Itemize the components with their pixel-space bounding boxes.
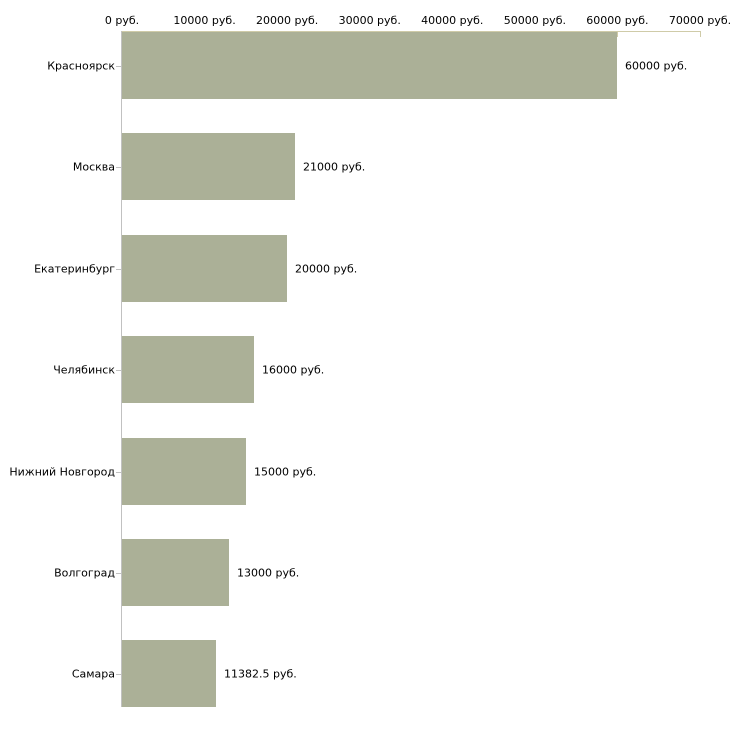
category-label: Красноярск — [47, 59, 115, 72]
x-axis-tick-mark — [700, 31, 701, 37]
x-axis-tick-label: 10000 руб. — [173, 14, 236, 27]
value-label: 16000 руб. — [262, 363, 325, 376]
category-label: Москва — [72, 160, 115, 173]
bar-Самара — [122, 640, 216, 707]
value-label: 20000 руб. — [295, 262, 358, 275]
category-label: Екатеринбург — [34, 262, 115, 275]
x-axis-tick-label: 50000 руб. — [503, 14, 566, 27]
x-axis-tick-label: 20000 руб. — [256, 14, 319, 27]
x-axis-tick-label: 30000 руб. — [338, 14, 401, 27]
bar-Нижний Новгород — [122, 438, 246, 505]
bar-Екатеринбург — [122, 235, 287, 302]
x-axis-tick-label: 0 руб. — [104, 14, 140, 27]
value-label: 11382.5 руб. — [224, 667, 297, 680]
value-label: 60000 руб. — [625, 59, 688, 72]
bar-Волгоград — [122, 539, 229, 606]
category-label: Челябинск — [53, 363, 115, 376]
bar-Красноярск — [122, 32, 617, 99]
category-tick-mark — [116, 269, 121, 270]
category-label: Волгоград — [54, 566, 115, 579]
value-label: 15000 руб. — [254, 465, 317, 478]
category-tick-mark — [116, 66, 121, 67]
value-label: 21000 руб. — [303, 160, 366, 173]
x-axis-tick-mark — [617, 31, 618, 37]
category-label: Нижний Новгород — [9, 465, 115, 478]
bar-Москва — [122, 133, 295, 200]
value-label: 13000 руб. — [237, 566, 300, 579]
category-tick-mark — [116, 573, 121, 574]
bar-Челябинск — [122, 336, 254, 403]
category-tick-mark — [116, 370, 121, 371]
x-axis-tick-label: 60000 руб. — [586, 14, 649, 27]
x-axis-tick-label: 70000 руб. — [668, 14, 730, 27]
category-label: Самара — [71, 667, 115, 680]
category-tick-mark — [116, 674, 121, 675]
x-axis-tick-label: 40000 руб. — [421, 14, 484, 27]
x-axis-line — [122, 31, 701, 32]
y-axis-line — [121, 31, 122, 707]
category-tick-mark — [116, 472, 121, 473]
category-tick-mark — [116, 167, 121, 168]
